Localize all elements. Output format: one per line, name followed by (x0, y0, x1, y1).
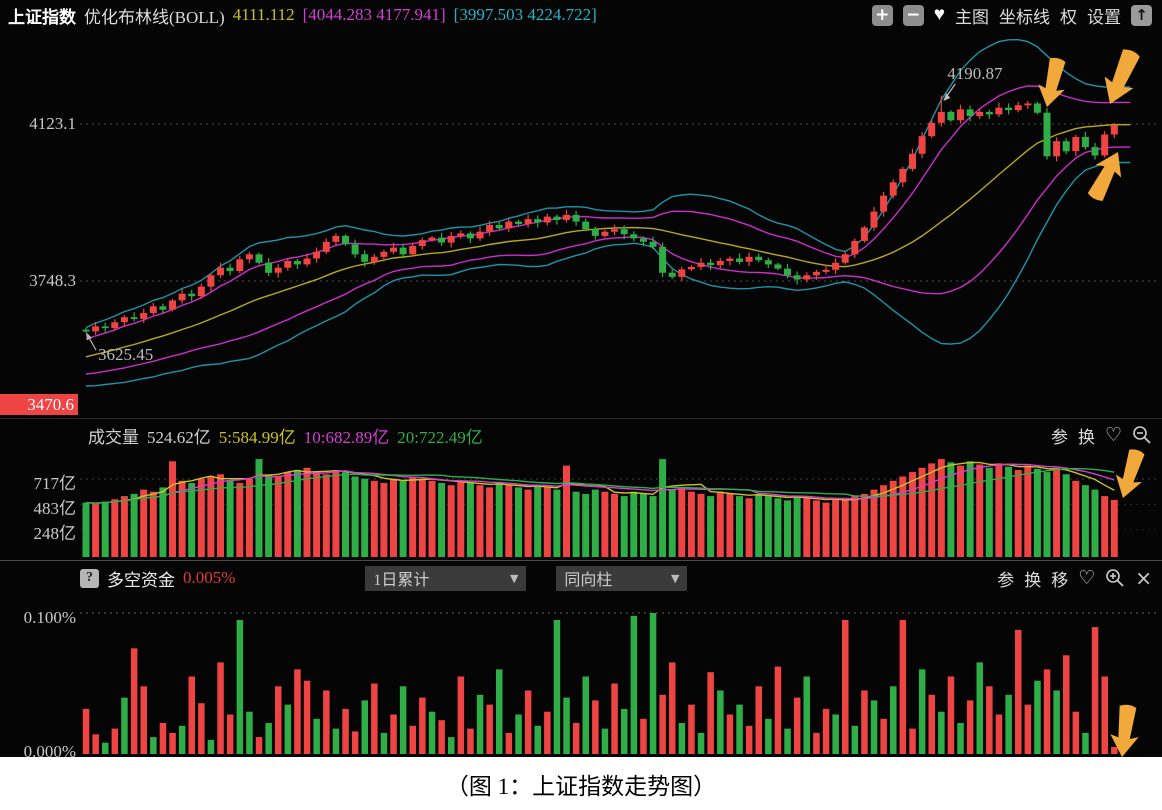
menu-settings[interactable]: 设置 (1087, 7, 1121, 27)
favorite-icon[interactable]: ♥ (933, 4, 945, 25)
volume-axis-tick: 483亿 (33, 499, 77, 518)
hand-drawn-arrow (1110, 704, 1139, 757)
boll-mid-value: 4111.112 (232, 5, 295, 24)
fund-axis-bottom: 0.000% (23, 742, 76, 757)
fund-style-dropdown[interactable]: 同向柱 ▼ (556, 565, 688, 591)
hand-drawn-arrow (1087, 152, 1122, 201)
volume-switch-button[interactable]: 换 (1077, 427, 1095, 447)
bollinger-bands (85, 38, 1131, 387)
fund-bars (82, 613, 1118, 755)
figure-caption: （图 1：上证指数走势图） (0, 757, 1162, 810)
indicator-name: 优化布林线(BOLL) (84, 7, 225, 27)
menu-main-chart[interactable]: 主图 (955, 7, 989, 27)
volume-bars (82, 459, 1118, 557)
fund-favorite-icon[interactable]: ♡ (1078, 567, 1096, 589)
fund-period-dropdown[interactable]: 1日累计 ▼ (365, 565, 527, 591)
volume-ma10: 10:682.89亿 (303, 427, 390, 447)
volume-header: 成交量 524.62亿 5:584.99亿 10:682.89亿 20:722.… (0, 420, 1162, 450)
fund-axis-top: 0.100% (23, 608, 76, 627)
candles (82, 95, 1118, 335)
fund-header: ? 多空资金 0.005% 1日累计 ▼ 同向柱 ▼ 参 换 移 ♡ (0, 563, 1162, 593)
fund-value: 0.005% (183, 568, 236, 587)
volume-zoom-out-icon[interactable] (1132, 425, 1152, 445)
chart-canvas: 3625.45 4190.87 (0, 38, 1162, 757)
svg-text:3625.45: 3625.45 (98, 345, 153, 364)
fund-close-icon[interactable]: × (1135, 566, 1152, 590)
fund-param-button[interactable]: 参 (997, 570, 1015, 590)
export-icon[interactable]: ↑ (1131, 4, 1152, 26)
help-icon[interactable]: ? (80, 568, 99, 588)
volume-ma5: 5:584.99亿 (218, 427, 296, 447)
volume-axis-tick: 717亿 (33, 474, 77, 493)
volume-current: 524.62亿 (147, 427, 211, 447)
volume-favorite-icon[interactable]: ♡ (1104, 424, 1122, 446)
svg-text:4190.87: 4190.87 (947, 64, 1003, 83)
volume-axis-tick: 248亿 (33, 524, 77, 543)
boll-inner-band-values: [4044.283 4177.941] (302, 5, 446, 24)
price-low-box: 3470.6 (0, 394, 78, 415)
price-annotations: 3625.45 4190.87 (86, 64, 1003, 364)
menu-axis-lines[interactable]: 坐标线 (999, 7, 1050, 27)
volume-title: 成交量 (88, 427, 139, 447)
fund-switch-button[interactable]: 换 (1024, 570, 1042, 590)
fund-title: 多空资金 (107, 570, 175, 590)
zoom-out-button[interactable]: − (902, 4, 924, 26)
hand-drawn-arrow (1104, 49, 1140, 104)
fund-move-button[interactable]: 移 (1051, 570, 1069, 590)
price-axis-tick: 4123.1 (29, 114, 76, 133)
fund-period-value: 1日累计 (373, 572, 430, 589)
fund-style-value: 同向柱 (564, 572, 613, 589)
fund-zoom-in-icon[interactable] (1105, 568, 1125, 588)
volume-param-button[interactable]: 参 (1050, 427, 1068, 447)
chevron-down-icon: ▼ (670, 571, 680, 585)
boll-outer-band-values: [3997.503 4224.722] (453, 5, 597, 24)
hand-drawn-arrow (1038, 57, 1066, 107)
price-axis-tick: 3748.3 (29, 271, 76, 290)
zoom-in-button[interactable]: + (871, 4, 893, 26)
volume-ma-lines (85, 461, 1115, 504)
chevron-down-icon: ▼ (509, 571, 519, 585)
chart-header: 上证指数 优化布林线(BOLL) 4111.112 [4044.283 4177… (0, 0, 1162, 30)
symbol-name: 上证指数 (8, 7, 76, 27)
annotation-arrows (1038, 49, 1145, 757)
menu-rights[interactable]: 权 (1060, 7, 1077, 27)
volume-ma20: 20:722.49亿 (397, 427, 483, 447)
hand-drawn-arrow (1115, 449, 1145, 498)
chart-window: 3625.45 4190.87 上证指数 优化布林线(BOLL) 4111.112… (0, 0, 1162, 757)
